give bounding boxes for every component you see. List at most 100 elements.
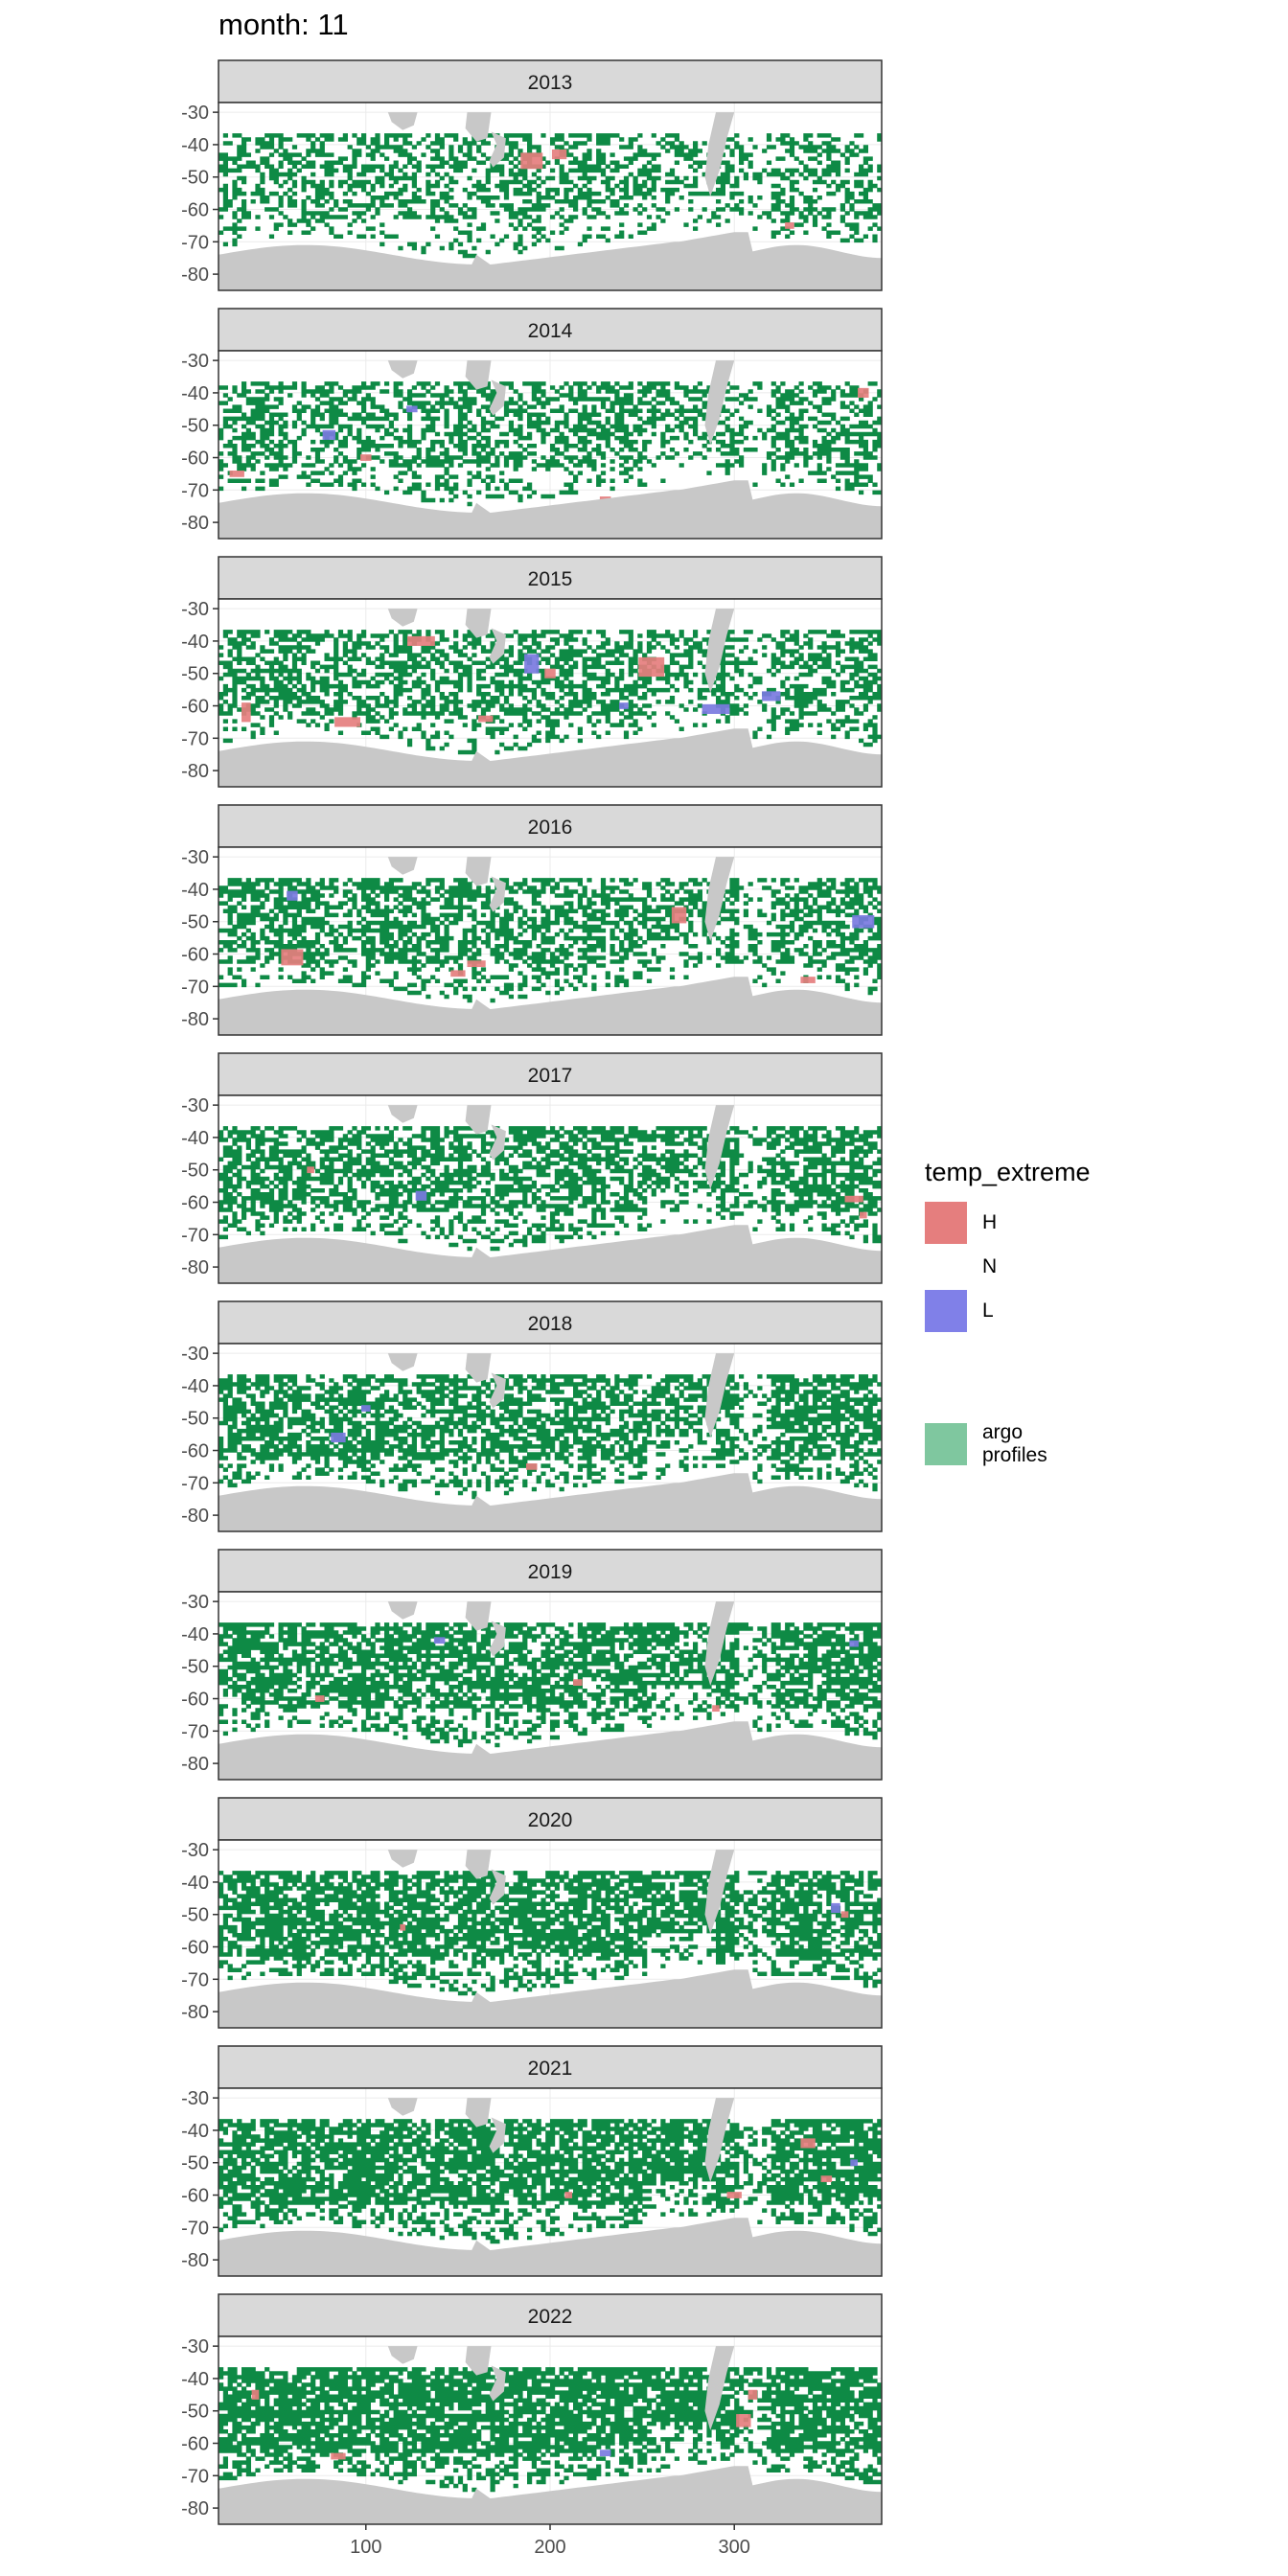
y-tick-label: -30 bbox=[181, 847, 209, 868]
extreme-h-2021-2 bbox=[820, 2175, 833, 2182]
land-2015-2 bbox=[704, 609, 735, 693]
extreme-h-2021-1 bbox=[726, 2192, 742, 2198]
y-tick-label: -70 bbox=[181, 728, 209, 749]
y-tick-label: -40 bbox=[181, 1128, 209, 1149]
y-tick-label: -80 bbox=[181, 761, 209, 782]
extreme-h-2021-3 bbox=[564, 2192, 573, 2198]
facet-2022: 2022 -30 -40 -50 -60 -70 -80 bbox=[181, 2293, 883, 2525]
y-tick-label: -80 bbox=[181, 2250, 209, 2271]
y-tick-label: -60 bbox=[181, 945, 209, 966]
antarctica-2019 bbox=[218, 1721, 882, 1780]
extreme-l-2014-1 bbox=[406, 405, 418, 413]
antarctica-2015 bbox=[218, 728, 882, 787]
land-2018-1 bbox=[465, 1353, 492, 1383]
extreme-h-2013-2 bbox=[785, 222, 794, 229]
land-2013-0 bbox=[387, 112, 418, 130]
extreme-h-2016-4 bbox=[800, 977, 816, 983]
y-tick-label: -40 bbox=[181, 383, 209, 404]
extreme-h-2016-0 bbox=[281, 949, 304, 966]
facet-strip-2015 bbox=[218, 556, 883, 600]
y-tick-label: -40 bbox=[181, 135, 209, 156]
y-tick-label: -40 bbox=[181, 1873, 209, 1894]
y-tick-label: -30 bbox=[181, 2336, 209, 2358]
extreme-h-2022-2 bbox=[331, 2452, 346, 2460]
legend-label-argo-line2: profiles bbox=[982, 1444, 1047, 1466]
x-tick-label: 200 bbox=[534, 2537, 565, 2558]
extreme-l-2022-0 bbox=[599, 2450, 611, 2457]
facet-label-2020: 2020 bbox=[528, 1809, 573, 1831]
extreme-h-2020-0 bbox=[400, 1923, 406, 1931]
y-tick-label: -30 bbox=[181, 1095, 209, 1116]
land-2019-2 bbox=[704, 1601, 735, 1686]
y-tick-label: -50 bbox=[181, 168, 209, 189]
y-tick-label: -80 bbox=[181, 1754, 209, 1775]
panel-border-2014 bbox=[218, 350, 883, 540]
extreme-l-2019-0 bbox=[433, 1637, 446, 1644]
y-tick-label: -60 bbox=[181, 448, 209, 470]
y-tick-label: -50 bbox=[181, 1905, 209, 1926]
y-tick-label: -30 bbox=[181, 2088, 209, 2109]
y-tick-label: -50 bbox=[181, 2402, 209, 2423]
y-tick-label: -50 bbox=[181, 1409, 209, 1430]
land-2021-0 bbox=[387, 2098, 418, 2116]
panel-border-2021 bbox=[218, 2087, 883, 2277]
legend-label-l: L bbox=[982, 1300, 994, 1322]
legend-label-argo-line1: argo bbox=[982, 1421, 1024, 1443]
land-2020-2 bbox=[704, 1850, 735, 1934]
extreme-h-2020-1 bbox=[840, 1911, 849, 1919]
facet-label-2018: 2018 bbox=[528, 1313, 573, 1335]
y-tick-label: -40 bbox=[181, 2369, 209, 2390]
land-2014-0 bbox=[387, 360, 418, 379]
y-tick-label: -60 bbox=[181, 1441, 209, 1462]
antarctica-2013 bbox=[218, 232, 882, 290]
y-tick-label: -80 bbox=[181, 1009, 209, 1030]
y-tick-label: -50 bbox=[181, 416, 209, 437]
extreme-h-2016-2 bbox=[671, 907, 687, 924]
facet-label-2015: 2015 bbox=[528, 568, 573, 590]
facet-strip-2018 bbox=[218, 1300, 883, 1345]
extreme-h-2017-0 bbox=[844, 1195, 863, 1203]
land-2022-1 bbox=[465, 2346, 492, 2376]
facet-2017: 2017 -30 -40 -50 -60 -70 -80 bbox=[181, 1052, 883, 1284]
extreme-l-2015-0 bbox=[524, 654, 540, 674]
y-tick-label: -80 bbox=[181, 1257, 209, 1278]
legend-key-n bbox=[925, 1246, 967, 1288]
extreme-h-2015-4 bbox=[478, 715, 494, 723]
extreme-h-2017-1 bbox=[859, 1211, 867, 1219]
y-tick-label: -70 bbox=[181, 2218, 209, 2239]
y-tick-label: -50 bbox=[181, 664, 209, 685]
antarctica-2022 bbox=[218, 2466, 882, 2524]
x-axis: 100 200 300 bbox=[350, 2524, 750, 2558]
facet-strip-2017 bbox=[218, 1052, 883, 1096]
land-2016-2 bbox=[704, 857, 735, 941]
extreme-l-2015-1 bbox=[702, 703, 730, 714]
legend-key-h bbox=[925, 1202, 967, 1244]
land-2019-0 bbox=[387, 1601, 418, 1620]
extreme-h-2022-0 bbox=[736, 2414, 751, 2427]
y-tick-label: -70 bbox=[181, 232, 209, 253]
land-2013-1 bbox=[465, 112, 492, 142]
land-2016-3 bbox=[489, 876, 506, 912]
extreme-h-2014-2 bbox=[858, 387, 869, 398]
facet-2018: 2018 -30 -40 -50 -60 -70 -80 bbox=[181, 1300, 883, 1532]
land-2019-3 bbox=[489, 1621, 506, 1657]
antarctica-2018 bbox=[218, 1473, 882, 1531]
facet-label-2017: 2017 bbox=[528, 1065, 573, 1087]
extreme-h-2013-1 bbox=[551, 150, 567, 160]
antarctica-2014 bbox=[218, 480, 882, 539]
legend-item-h: H bbox=[925, 1201, 1091, 1245]
y-tick-label: -30 bbox=[181, 599, 209, 620]
land-2021-2 bbox=[704, 2098, 735, 2182]
facet-strip-2016 bbox=[218, 804, 883, 848]
facet-2020: 2020 -30 -40 -50 -60 -70 -80 bbox=[181, 1797, 883, 2029]
extreme-h-2013-0 bbox=[520, 152, 543, 170]
facet-strip-2013 bbox=[218, 59, 883, 104]
facet-label-2013: 2013 bbox=[528, 72, 573, 94]
extreme-h-2015-1 bbox=[242, 702, 251, 723]
land-2014-1 bbox=[465, 360, 492, 390]
legend-item-n: N bbox=[925, 1245, 1091, 1289]
y-tick-label: -60 bbox=[181, 1938, 209, 1959]
land-2017-2 bbox=[704, 1105, 735, 1189]
land-2022-3 bbox=[489, 2365, 506, 2402]
y-tick-label: -60 bbox=[181, 1193, 209, 1214]
